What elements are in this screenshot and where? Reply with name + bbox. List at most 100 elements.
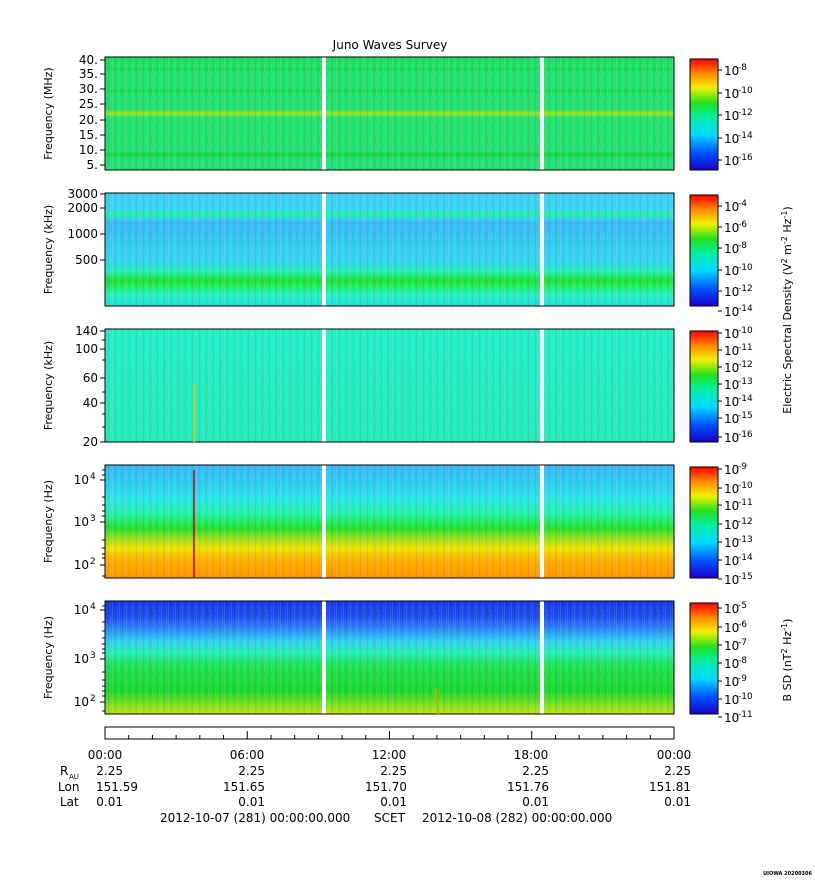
colorbar-3 (689, 330, 719, 443)
time-tick-label: 12:00 (372, 748, 407, 762)
ytick-label: 10 (74, 515, 89, 529)
colorbar-tick-exponent: -14 (738, 394, 753, 404)
colorbar-4 (689, 466, 719, 579)
panel-frame (104, 192, 675, 307)
colorbar-tick-label: 10 (724, 87, 739, 101)
spectrogram-texture (105, 465, 674, 578)
colorbar-tick-exponent: -15 (738, 411, 753, 421)
colorbar-tick-label: 10 (724, 264, 739, 278)
ytick-label: 40. (79, 53, 98, 67)
colorbar-tick-exponent: -9 (738, 674, 747, 684)
colorbar-tick-label: 10 (724, 639, 739, 653)
time-tick-label: 06:00 (230, 748, 265, 762)
lon-value: 151.59 (96, 780, 138, 794)
spike-5 (435, 687, 439, 715)
ytick-label: 140 (75, 324, 98, 338)
colorbar-tick-label: 10 (724, 463, 739, 477)
data-gap (322, 329, 326, 442)
footer-start-time: 2012-10-07 (281) 00:00:00.000 (160, 811, 350, 825)
colorbar-tick-label: 10 (724, 536, 739, 550)
data-gap (322, 601, 326, 714)
lon-value: 151.65 (223, 780, 265, 794)
panels: 40.35.30.25. 20.15.10.5. Frequency (MHz) 10… (42, 53, 753, 725)
ytick-label: 5. (87, 158, 98, 172)
colorbar-tick-exponent: -14 (738, 131, 753, 141)
ytick-exponent: 3 (90, 514, 96, 524)
ytick-label: 30. (79, 82, 98, 96)
ytick-exponent: 2 (90, 557, 96, 567)
colorbar-tick-exponent: -13 (738, 535, 753, 545)
ytick-exponent: 3 (90, 651, 96, 661)
colorbar-tick-label: 10 (724, 412, 739, 426)
colorbar-tick-label: 10 (724, 221, 739, 235)
colorbar-2 (689, 194, 719, 307)
colorbar-tick-exponent: -11 (738, 343, 753, 353)
colorbar-tick-label: 10 (724, 132, 739, 146)
ytick-label: 500 (75, 253, 98, 267)
colorbar-tick-exponent: -5 (738, 601, 747, 611)
colorbar-tick-label: 10 (724, 378, 739, 392)
colorbar-tick-exponent: -6 (738, 620, 747, 630)
ylabel: Frequency (Hz) (42, 616, 55, 699)
colorbar-tick-label: 10 (724, 675, 739, 689)
r-subscript: AU (69, 773, 79, 781)
colorbar-tick-exponent: -10 (738, 481, 753, 491)
colorbar-tick-label: 10 (724, 64, 739, 78)
lat-value: 0.01 (238, 795, 265, 809)
panel-frame (104, 56, 675, 171)
time-tick-label: 00:00 (88, 748, 123, 762)
colorbar-tick-label: 10 (724, 344, 739, 358)
colorbar-tick-label: 10 (724, 573, 739, 587)
ytick-label: 35. (79, 67, 98, 81)
colorbar-tick-exponent: -15 (738, 572, 753, 582)
r-value: 2.25 (238, 764, 265, 778)
lon-label: Lon (58, 780, 79, 794)
lon-value: 151.81 (649, 780, 691, 794)
panel-frame (104, 328, 675, 443)
ytick-label: 40 (83, 396, 98, 410)
colorbar-tick-label: 10 (724, 602, 739, 616)
ytick-exponent: 4 (90, 472, 96, 482)
data-gap (540, 601, 544, 714)
spectral-features (193, 383, 439, 715)
spectrogram-texture (105, 57, 674, 170)
colorbar-tick-exponent: -12 (738, 284, 753, 294)
colorbar-tick-exponent: -8 (738, 241, 747, 251)
footer-end-time: 2012-10-08 (282) 00:00:00.000 (422, 811, 612, 825)
colorbar-5 (689, 602, 719, 715)
chart-title: Juno Waves Survey (332, 38, 448, 52)
lat-label: Lat (60, 795, 79, 809)
lon-value: 151.76 (507, 780, 549, 794)
colorbar-tick-label: 10 (724, 327, 739, 341)
colorbar-tick-exponent: -8 (738, 63, 747, 73)
colorbar-tick-exponent: -16 (738, 430, 753, 440)
ytick-exponent: 4 (90, 602, 96, 612)
colorbar-tick-label: 10 (724, 395, 739, 409)
ytick-label: 60 (83, 371, 98, 385)
colorbar-1 (689, 58, 719, 171)
lat-value: 0.01 (380, 795, 407, 809)
lat-value: 0.01 (664, 795, 691, 809)
ytick-label: 10 (74, 695, 89, 709)
colorbar-tick-exponent: -10 (738, 692, 753, 702)
ylabel: Frequency (kHz) (42, 341, 55, 430)
ytick-label: 1000 (67, 227, 98, 241)
colorbar-tick-exponent: -9 (738, 462, 747, 472)
data-gap (322, 465, 326, 578)
colorbar-tick-exponent: -10 (738, 86, 753, 96)
colorbar-tick-exponent: -10 (738, 263, 753, 273)
ytick-label: 25. (79, 97, 98, 111)
r-value: 2.25 (664, 764, 691, 778)
data-gap (540, 329, 544, 442)
ytick-label: 20 (83, 435, 98, 449)
colorbar-tick-exponent: -11 (738, 498, 753, 508)
ytick-label: 10 (74, 652, 89, 666)
r-label: R (60, 764, 68, 778)
colorbar-tick-exponent: -8 (738, 656, 747, 666)
colorbar-tick-label: 10 (724, 499, 739, 513)
time-tick-label: 00:00 (657, 748, 692, 762)
